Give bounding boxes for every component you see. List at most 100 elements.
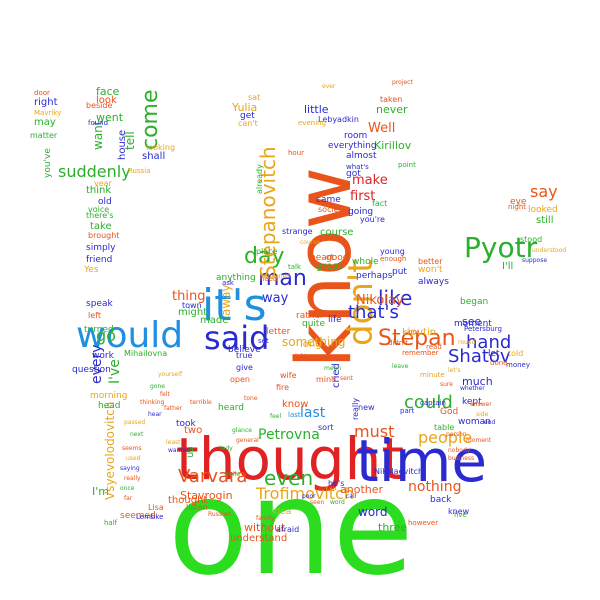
word-away-41: away (219, 284, 233, 316)
word-speak-102: speak (86, 299, 113, 309)
word-ever-241: ever (322, 83, 336, 90)
word-strange-129: strange (282, 227, 313, 236)
word-need-184: need (260, 275, 278, 283)
word-three-85: three (378, 521, 408, 534)
word-round-200: round (458, 339, 476, 346)
word-business-218: business (448, 455, 475, 462)
word-back-87: back (430, 495, 452, 505)
word-person-215: person (446, 431, 467, 438)
word-word-207: word (330, 499, 345, 506)
word-matter-107: matter (30, 131, 58, 140)
word-idea-90: idea (272, 507, 292, 517)
word-heard-93: heard (218, 403, 245, 413)
word-happened-198: happened (260, 273, 291, 280)
word-mind-115: mind (316, 375, 337, 384)
word-project-240: project (392, 79, 413, 86)
word-knew-138: knew (448, 507, 470, 516)
word-vsyevolodovitch-96: Vsyevolodovitch (103, 401, 117, 500)
word-saying-234: saying (120, 465, 140, 472)
word-like-10: like (378, 286, 413, 310)
word-point-183: point (398, 161, 416, 169)
word-place-126: place (256, 247, 278, 256)
word-five-172: five (454, 511, 467, 519)
word-shall-59: shall (142, 151, 166, 162)
word-heart-121: heart (310, 253, 334, 263)
word-set-186: set (258, 337, 269, 345)
word-that-s-26: that's (348, 302, 399, 323)
word-head-97: head (98, 401, 121, 411)
word-let-81: let (488, 349, 500, 359)
word-russia-154: Russia (128, 167, 151, 175)
word-one-0: one (168, 451, 414, 600)
word-reason-202: reason (316, 485, 337, 492)
word-yourself-225: yourself (158, 371, 183, 378)
word-tone-194: tone (244, 395, 258, 402)
word-seen-204: seen (310, 499, 325, 506)
word-taken-143: taken (380, 95, 403, 104)
word-make-35: make (352, 173, 388, 188)
word-fire-112: fire (276, 383, 290, 392)
word-understood-238: understood (532, 247, 567, 254)
word-there-s-144: there's (86, 211, 114, 220)
word-thought-92: thought (168, 495, 208, 506)
word-end-214: end (484, 419, 496, 426)
word-god-83: God (440, 407, 459, 417)
word-let-s-209: let's (448, 367, 461, 374)
word-lisa-110: Lisa (148, 503, 164, 512)
word-without-88: without (244, 521, 286, 534)
word-hear-229: hear (148, 411, 162, 418)
word-made-62: made (200, 315, 229, 326)
word-think-60: think (86, 185, 112, 196)
word-half-177: half (104, 519, 118, 527)
word-said-6: said (204, 319, 270, 357)
word-time-3: time (356, 427, 488, 495)
word-friend-104: friend (86, 255, 113, 265)
word-passed-230: passed (124, 419, 146, 426)
word-perhaps-72: perhaps (356, 271, 393, 281)
word-feel-195: feel (270, 413, 282, 420)
word-another-86: another (340, 483, 384, 496)
word-say-27: say (530, 182, 558, 201)
word-felt-227: felt (160, 391, 170, 398)
word-petersburg-168: Petersburg (464, 325, 502, 333)
word-really-235: really (124, 475, 141, 482)
word-mihailovna-155: Mihailovna (124, 349, 168, 358)
word-anything-127: anything (216, 273, 256, 283)
word-came-67: came (316, 195, 341, 205)
word-might-63: might (178, 307, 208, 318)
word-question-100: question (72, 365, 111, 375)
word-moment-75: moment (454, 319, 492, 329)
word-looked-78: looked (528, 205, 558, 215)
word-work-99: work (92, 351, 114, 361)
word-must-22: must (354, 422, 395, 441)
word-talk-187: talk (288, 263, 302, 271)
word-leave-201: leave (392, 363, 409, 370)
word-already-130: already (255, 164, 264, 194)
word-take-55: take (90, 221, 112, 232)
word-day-12: day (244, 244, 285, 269)
word-mavriky-151: Mavriky (34, 109, 62, 117)
word-least-222: least (166, 439, 181, 446)
word-can-t-141: can't (238, 119, 258, 128)
word-moment-216: moment (466, 437, 492, 444)
word-kirillov-42: Kirillov (374, 139, 412, 152)
word-year-153: year (94, 179, 112, 188)
word-call-208: call (346, 493, 357, 500)
word-voice-146: voice (88, 205, 110, 214)
word-see-45: see (462, 315, 482, 328)
word-you-ve-106: you've (43, 148, 53, 178)
word-morning-98: morning (90, 391, 128, 401)
word-still-76: still (536, 215, 554, 226)
word-russian-191: Russian (208, 511, 232, 518)
word-brought-145: brought (88, 231, 120, 240)
word-put-125: put (392, 267, 407, 277)
word-house-108: house (117, 129, 128, 160)
word-got-131: got (346, 169, 361, 179)
word-smile-197: smile (224, 471, 240, 478)
word-whole-123: whole (352, 257, 379, 267)
word-minute-169: minute (420, 371, 445, 379)
word-general-220: general (236, 437, 259, 444)
word-gone-226: gone (150, 383, 165, 390)
word-know-56: know (282, 399, 309, 410)
